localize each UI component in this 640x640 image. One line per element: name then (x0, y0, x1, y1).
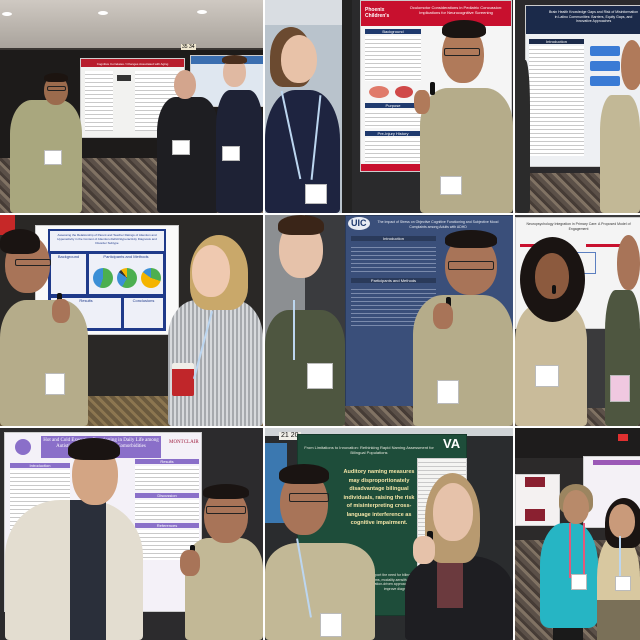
person (605, 290, 640, 426)
section-header: Introduction (10, 463, 70, 468)
person-head (174, 70, 196, 99)
poster-title: Assessing the Relationship of Parent and… (50, 231, 164, 251)
name-badge (172, 140, 190, 155)
poster-logo: VA (443, 436, 461, 451)
pie-chart (117, 268, 137, 288)
person-head (433, 483, 473, 541)
photo-r1c4: Brain Health Knowledge Gaps and Risk of … (515, 0, 640, 213)
ceiling-light-icon (2, 12, 12, 16)
section-header: Participants and Methods (351, 278, 436, 283)
section-header: Background (365, 29, 421, 34)
microphone-icon (430, 82, 435, 95)
scarf (437, 558, 463, 608)
poster-title: The Impact of Stress on Objective Cognit… (377, 220, 499, 229)
poster-title: From Limitations to Innovation: Rethinki… (304, 445, 434, 455)
photo-r3c1: Hot and Cold Executive Functioning in Da… (0, 428, 263, 640)
person-head (617, 235, 640, 290)
section-header: Results (135, 459, 199, 464)
hand (414, 90, 430, 114)
section-header: Discussion (135, 493, 199, 498)
microphone-icon (57, 293, 62, 303)
name-badge (535, 365, 559, 387)
section-header: Background (57, 254, 80, 259)
coffee-cup-icon (172, 363, 194, 396)
name-badge (305, 184, 327, 204)
name-badge (437, 380, 459, 404)
photo-r3c2: 21 20 From Limitations to Innovation: Re… (265, 428, 513, 640)
person (0, 300, 88, 426)
person (413, 295, 513, 426)
poster-highlight: Auditory naming measures may disproporti… (343, 469, 415, 526)
person (420, 88, 513, 213)
person (157, 97, 219, 213)
name-badge (615, 576, 631, 591)
section-header: Participants and Methods (103, 254, 149, 259)
ceiling-light-icon (197, 10, 207, 14)
name-badge (610, 375, 630, 402)
name-badge (440, 176, 462, 195)
name-badge (44, 150, 62, 165)
person-head (563, 490, 589, 524)
name-badge (222, 146, 240, 161)
person-head (609, 504, 635, 538)
hand (413, 536, 435, 564)
person-head (621, 40, 640, 90)
person-head (281, 35, 317, 83)
booth-number: 35 34 (181, 44, 196, 50)
photo-r1c1: Cognitive Correlates / Changes Associate… (0, 0, 263, 213)
section-header: Results (79, 298, 93, 303)
poster-logo-circle (15, 439, 31, 455)
hand (433, 303, 453, 329)
person (265, 90, 340, 213)
exit-sign (618, 434, 628, 441)
poster-logo: Phoenix Children's (365, 7, 390, 19)
ceiling (0, 0, 263, 48)
person-head (192, 245, 230, 297)
photo-r2c2: UIC The Impact of Stress on Objective Co… (265, 215, 513, 426)
person-head (223, 57, 246, 87)
hand (52, 299, 70, 323)
poster-title: Oculomotor Considerations in Pediatric C… (409, 5, 503, 15)
ceiling-light-icon (98, 11, 108, 15)
name-badge (320, 613, 342, 637)
person (515, 60, 530, 213)
name-badge (307, 363, 333, 389)
poster (515, 474, 560, 526)
section-header: Conclusions (132, 298, 155, 303)
booth-number: 21 20 (279, 432, 301, 440)
photo-r2c1: Assessing the Relationship of Parent and… (0, 215, 263, 426)
poster-title: Cognitive Correlates / Changes Associate… (81, 59, 184, 67)
poster-title: Neuropsychology Integration in Primary C… (526, 222, 631, 231)
shirt (70, 500, 106, 640)
microphone-icon (552, 285, 556, 294)
person (265, 310, 345, 426)
poster-title: Brain Health Knowledge Gaps and Risk of … (548, 10, 639, 23)
eye-diagram (395, 86, 413, 98)
hand (180, 550, 200, 576)
name-badge (45, 373, 65, 395)
poster: Phoenix Children's Oculomotor Considerat… (360, 0, 512, 172)
poster-logo: UIC (348, 217, 370, 230)
section-header: Introduction (351, 236, 436, 241)
poster-logo: MONTCLAIR (169, 440, 199, 445)
section-header: Purpose (365, 103, 421, 108)
eye-diagram (369, 86, 389, 98)
pie-chart (93, 268, 113, 288)
person (600, 95, 640, 213)
section-header: Introduction (529, 39, 584, 44)
poster-footer: Findings support the need for bilingual-… (350, 573, 416, 591)
photo-r2c3: Neuropsychology Integration in Primary C… (515, 215, 640, 426)
photo-r3c3 (515, 428, 640, 640)
photo-r1c2 (265, 0, 352, 213)
photo-r1c3: Phoenix Children's Oculomotor Considerat… (352, 0, 513, 213)
section-header: Pre-Injury History (365, 131, 421, 136)
pie-chart (141, 268, 161, 288)
microphone-icon (446, 297, 451, 309)
section-header: References (135, 523, 199, 528)
name-badge (571, 574, 587, 590)
